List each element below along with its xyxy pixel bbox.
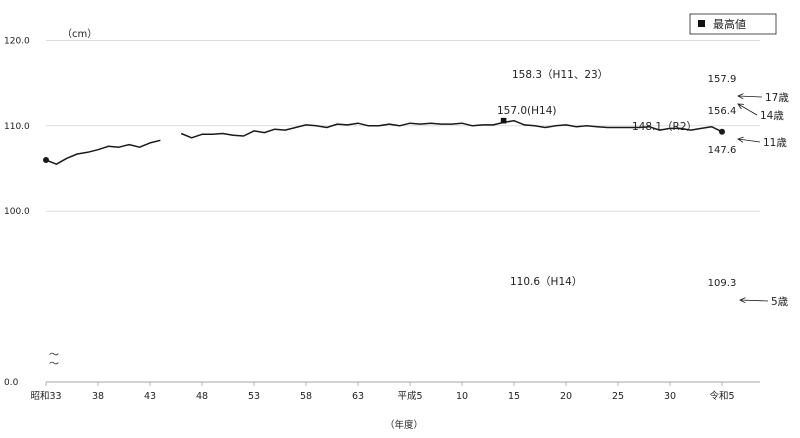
arrow-head-age-14 bbox=[737, 103, 745, 110]
x-tick-label-1978: 53 bbox=[248, 391, 260, 402]
x-tick-label-1968: 43 bbox=[144, 391, 156, 402]
x-tick-label-1983: 58 bbox=[300, 391, 312, 402]
y-tick-label-100-0: 100.0 bbox=[4, 207, 30, 217]
end-value-label-age-5: 109.3 bbox=[708, 278, 737, 289]
y-axis-unit-label: （cm） bbox=[62, 28, 97, 40]
start-point-age-5 bbox=[43, 156, 49, 163]
x-tick-label-2018: 30 bbox=[664, 391, 676, 402]
legend-label: 最高値 bbox=[713, 17, 746, 31]
end-value-label-age-17: 157.9 bbox=[708, 74, 737, 85]
legend-marker-icon bbox=[698, 20, 705, 27]
x-tick-label-2013: 25 bbox=[612, 391, 624, 402]
series-line-age-5-seg-1 bbox=[180, 119, 723, 139]
value-labels: 158.3（H11、23） 157.0(H14) 148.1（R2） 110.6（H1… bbox=[497, 69, 789, 308]
axis-break-mark-2: ～ bbox=[49, 359, 59, 370]
annotation-max-age-5: 110.6（H14） bbox=[510, 276, 582, 288]
annotation-max-age-11: 148.1（R2） bbox=[632, 121, 697, 133]
x-tick-label-2008: 20 bbox=[560, 391, 572, 402]
series-name-label-age-11: 11歳 bbox=[763, 137, 787, 149]
x-axis-ticks: 昭和33 38 43 48 53 58 63 平成5 10 15 20 25 30 令和5 bbox=[30, 382, 735, 402]
axis-break-mark-1: ～ bbox=[49, 350, 59, 361]
x-tick-label-1958: 昭和33 bbox=[30, 391, 61, 402]
legend: 最高値 bbox=[689, 13, 777, 35]
arrow-line-age-5 bbox=[739, 299, 769, 302]
x-tick-label-1998: 10 bbox=[456, 391, 468, 402]
max-marker-age-5-2002 bbox=[500, 117, 507, 124]
arrow-line-age-11 bbox=[737, 138, 761, 143]
arrow-line-age-17 bbox=[737, 95, 763, 98]
max-value-markers bbox=[500, 117, 507, 124]
series-name-label-age-14: 14歳 bbox=[760, 110, 784, 122]
annotation-max-age-14: 157.0(H14) bbox=[497, 105, 557, 117]
end-point-age-5 bbox=[719, 128, 725, 135]
arrow-line-age-14 bbox=[737, 103, 758, 116]
x-tick-label-2003: 15 bbox=[508, 391, 520, 402]
arrow-head-age-11 bbox=[737, 136, 744, 143]
end-value-label-age-14: 156.4 bbox=[708, 106, 737, 117]
y-axis-ticks: 170.0160.0150.0140.0130.0120.0110.0100.0… bbox=[4, 36, 30, 388]
x-tick-label-1963: 38 bbox=[92, 391, 104, 402]
x-axis-label: （年度） bbox=[385, 419, 423, 431]
series-line-age-5-seg-0 bbox=[45, 139, 161, 165]
gridlines bbox=[46, 40, 760, 383]
series-endpoints bbox=[43, 128, 725, 163]
series-name-label-age-5: 5歳 bbox=[771, 296, 789, 308]
x-tick-label-2023: 令和5 bbox=[709, 390, 734, 402]
x-tick-label-1993: 平成5 bbox=[397, 390, 422, 402]
annotation-max-age-17: 158.3（H11、23） bbox=[512, 69, 608, 81]
legend-box bbox=[689, 13, 777, 35]
y-tick-label-120-0: 120.0 bbox=[4, 36, 30, 46]
y-tick-label-110-0: 110.0 bbox=[4, 122, 30, 132]
x-tick-label-1988: 63 bbox=[352, 391, 364, 402]
series-name-label-age-17: 17歳 bbox=[765, 92, 789, 104]
arrow-head-age-5 bbox=[739, 297, 746, 304]
end-value-label-age-11: 147.6 bbox=[708, 145, 737, 156]
x-tick-label-1973: 48 bbox=[196, 391, 208, 402]
series-lines bbox=[45, 119, 723, 165]
arrow-head-age-17 bbox=[737, 93, 744, 100]
y-tick-label-0-0: 0.0 bbox=[4, 378, 19, 388]
